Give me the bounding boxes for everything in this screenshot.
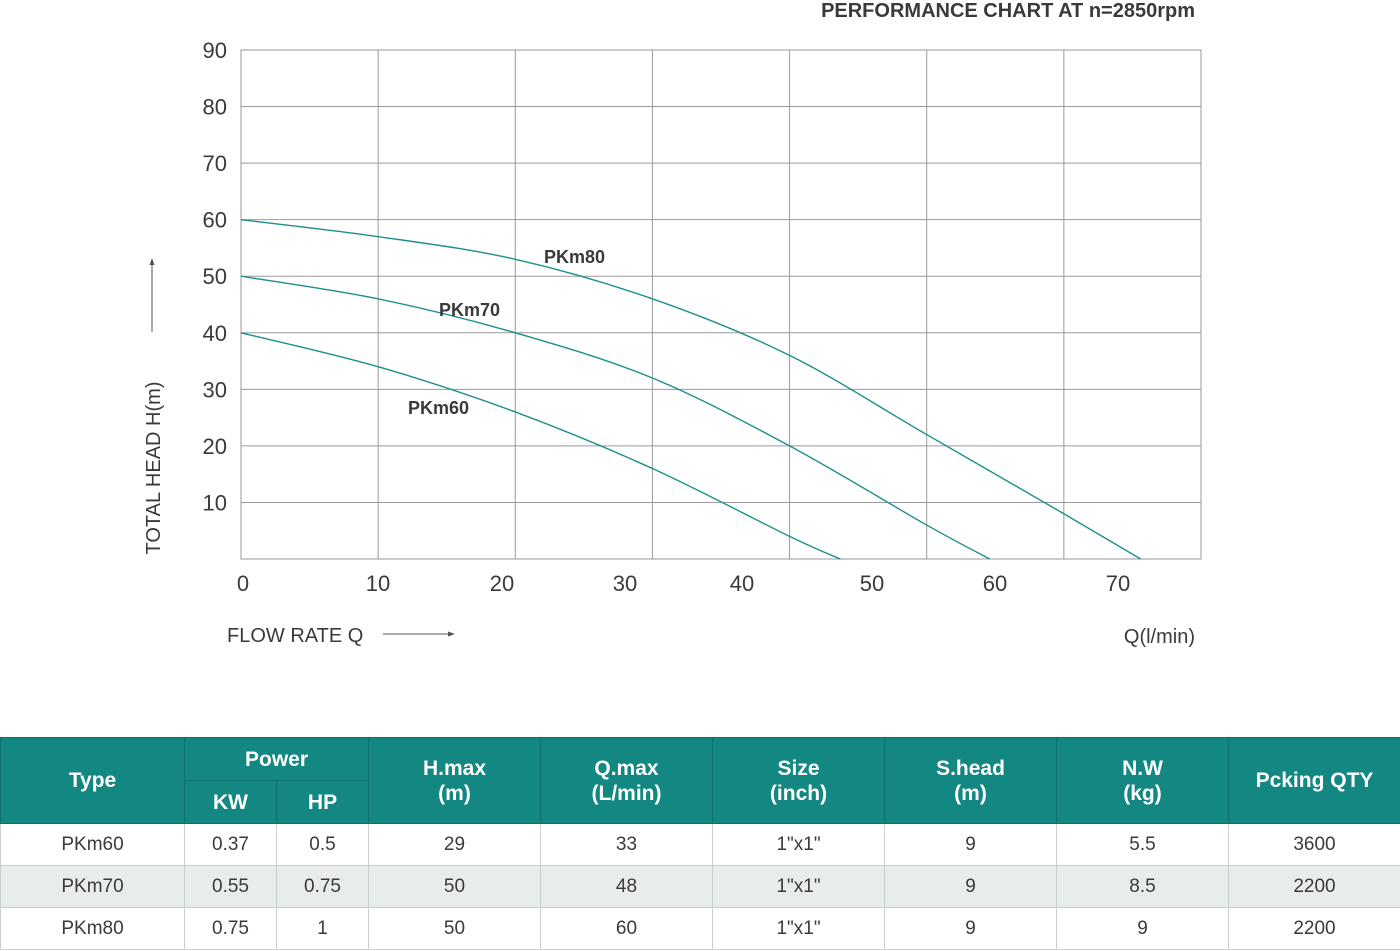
header-shead-unit: (m) bbox=[954, 781, 987, 805]
cell-kw: 0.37 bbox=[184, 823, 277, 866]
y-tick-label: 60 bbox=[203, 208, 227, 233]
header-size-title: Size bbox=[777, 756, 820, 780]
header-qmax: Q.max (L/min) bbox=[540, 737, 713, 824]
x-tick-label: 50 bbox=[860, 571, 884, 596]
header-hmax: H.max (m) bbox=[368, 737, 541, 824]
cell-shead: 9 bbox=[884, 823, 1057, 866]
y-tick-label: 10 bbox=[203, 490, 227, 515]
x-axis-label: FLOW RATE Q bbox=[227, 625, 363, 647]
cell-kw: 0.55 bbox=[184, 865, 277, 908]
x-tick-label: 30 bbox=[613, 571, 637, 596]
header-shead: S.head (m) bbox=[884, 737, 1057, 824]
x-axis-arrow bbox=[383, 631, 455, 637]
x-tick-label: 70 bbox=[1106, 571, 1130, 596]
cell-type: PKm80 bbox=[0, 907, 185, 950]
cell-hmax: 29 bbox=[368, 823, 541, 866]
table-row: PKm80 0.75 1 50 60 1"x1" 9 9 2200 bbox=[0, 907, 1400, 950]
cell-hmax: 50 bbox=[368, 907, 541, 950]
series-label-pkm80: PKm80 bbox=[544, 247, 605, 267]
y-axis-ticks: 10 20 30 40 50 60 70 80 90 bbox=[203, 38, 227, 515]
cell-hp: 0.5 bbox=[276, 823, 369, 866]
cell-qty: 2200 bbox=[1228, 907, 1400, 950]
plot-frame bbox=[240, 49, 1202, 560]
header-kw: KW bbox=[184, 780, 277, 824]
x-axis-unit: Q(l/min) bbox=[1124, 626, 1195, 648]
header-nw-unit: (kg) bbox=[1123, 781, 1162, 805]
cell-nw: 8.5 bbox=[1056, 865, 1229, 908]
x-tick-label: 10 bbox=[366, 571, 390, 596]
header-qmax-title: Q.max bbox=[594, 756, 659, 780]
cell-qmax: 60 bbox=[540, 907, 713, 950]
header-qmax-unit: (L/min) bbox=[591, 781, 662, 805]
x-tick-label: 40 bbox=[730, 571, 754, 596]
cell-qmax: 48 bbox=[540, 865, 713, 908]
header-shead-title: S.head bbox=[936, 756, 1005, 780]
y-tick-label: 40 bbox=[203, 321, 227, 346]
cell-qty: 3600 bbox=[1228, 823, 1400, 866]
performance-chart: PERFORMANCE CHART AT n=2850rpm 10 20 30 40 5… bbox=[143, 0, 1202, 648]
header-packing-qty: Pcking QTY bbox=[1228, 737, 1400, 824]
header-nw-title: N.W bbox=[1122, 756, 1163, 780]
y-tick-label: 20 bbox=[203, 434, 227, 459]
y-tick-label: 50 bbox=[203, 264, 227, 289]
cell-qmax: 33 bbox=[540, 823, 713, 866]
cell-size: 1"x1" bbox=[712, 823, 885, 866]
cell-hp: 1 bbox=[276, 907, 369, 950]
y-tick-label: 70 bbox=[203, 151, 227, 176]
cell-shead: 9 bbox=[884, 907, 1057, 950]
table-row: PKm60 0.37 0.5 29 33 1"x1" 9 5.5 3600 bbox=[0, 823, 1400, 866]
cell-size: 1"x1" bbox=[712, 865, 885, 908]
y-tick-label: 30 bbox=[203, 377, 227, 402]
y-tick-label: 90 bbox=[203, 38, 227, 63]
cell-type: PKm70 bbox=[0, 865, 185, 908]
header-size: Size (inch) bbox=[712, 737, 885, 824]
cell-shead: 9 bbox=[884, 865, 1057, 908]
cell-hmax: 50 bbox=[368, 865, 541, 908]
x-axis-ticks: 0 10 20 30 40 50 60 70 bbox=[237, 571, 1130, 596]
cell-size: 1"x1" bbox=[712, 907, 885, 950]
header-size-unit: (inch) bbox=[769, 781, 828, 805]
cell-kw: 0.75 bbox=[184, 907, 277, 950]
cell-nw: 9 bbox=[1056, 907, 1229, 950]
series-label-pkm60: PKm60 bbox=[408, 398, 469, 418]
x-tick-label: 0 bbox=[237, 571, 249, 596]
curve-pkm70 bbox=[240, 275, 991, 560]
header-power: Power bbox=[184, 737, 369, 781]
x-tick-label: 20 bbox=[490, 571, 514, 596]
series-labels: PKm80 PKm70 PKm60 bbox=[408, 247, 605, 418]
chart-grid bbox=[240, 49, 1202, 560]
performance-curves bbox=[240, 218, 1142, 560]
curve-pkm60 bbox=[240, 332, 841, 560]
header-hmax-title: H.max bbox=[422, 756, 487, 780]
cell-hp: 0.75 bbox=[276, 865, 369, 908]
curve-pkm80 bbox=[240, 218, 1142, 560]
header-hp: HP bbox=[276, 780, 369, 824]
header-type: Type bbox=[0, 737, 185, 824]
spec-table: Type Power H.max (m) Q.max (L/min) Size … bbox=[0, 737, 1400, 950]
x-tick-label: 60 bbox=[983, 571, 1007, 596]
cell-qty: 2200 bbox=[1228, 865, 1400, 908]
y-tick-label: 80 bbox=[203, 95, 227, 120]
series-label-pkm70: PKm70 bbox=[439, 300, 500, 320]
cell-type: PKm60 bbox=[0, 823, 185, 866]
header-hmax-unit: (m) bbox=[438, 781, 471, 805]
y-axis-label: TOTAL HEAD H(m) bbox=[143, 382, 165, 555]
header-nw: N.W (kg) bbox=[1056, 737, 1229, 824]
spec-table-body: PKm60 0.37 0.5 29 33 1"x1" 9 5.5 3600 PKm70 0.55 0.… bbox=[0, 823, 1400, 950]
cell-nw: 5.5 bbox=[1056, 823, 1229, 866]
y-axis-arrow bbox=[149, 258, 155, 332]
chart-title: PERFORMANCE CHART AT n=2850rpm bbox=[821, 0, 1195, 22]
table-row: PKm70 0.55 0.75 50 48 1"x1" 9 8.5 2200 bbox=[0, 865, 1400, 908]
